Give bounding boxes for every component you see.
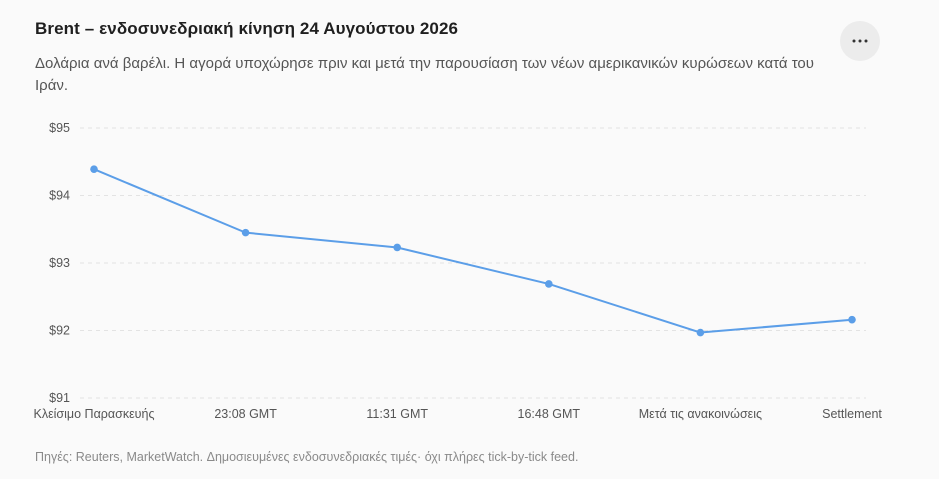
x-tick-label: 16:48 GMT xyxy=(518,407,581,421)
chart-title: Brent – ενδοσυνεδριακή κίνηση 24 Αυγούστ… xyxy=(35,19,459,38)
data-point[interactable] xyxy=(545,280,553,288)
series xyxy=(90,165,856,337)
x-tick-label: Settlement xyxy=(822,407,882,421)
series-line xyxy=(93,168,853,334)
x-tick-label: 23:08 GMT xyxy=(214,407,277,421)
line-chart: $95 $94 $93 $92 $91 Κλείσιμο Παρασκευής 23:08… xyxy=(34,121,883,421)
grid-lines xyxy=(80,127,866,399)
data-point[interactable] xyxy=(90,165,98,173)
x-tick-label: 11:31 GMT xyxy=(366,407,428,421)
y-tick-label: $94 xyxy=(49,189,70,203)
y-tick-label: $92 xyxy=(49,324,70,338)
x-axis: Κλείσιμο Παρασκευής 23:08 GMT 11:31 GMT 16:… xyxy=(34,407,883,421)
chart-subtitle: Δολάρια ανά βαρέλι. Η αγορά υποχώρησε πρ… xyxy=(35,55,814,94)
data-point[interactable] xyxy=(393,243,402,252)
more-options-button[interactable] xyxy=(840,21,880,61)
y-axis: $95 $94 $93 $92 $91 xyxy=(49,121,70,405)
x-tick-label: Κλείσιμο Παρασκευής xyxy=(34,407,155,421)
data-point[interactable] xyxy=(241,228,250,237)
x-tick-label: Μετά τις ανακοινώσεις xyxy=(639,407,762,421)
data-point[interactable] xyxy=(848,315,856,324)
y-tick-label: $91 xyxy=(49,391,70,405)
data-point[interactable] xyxy=(696,328,705,337)
y-tick-label: $93 xyxy=(49,256,70,270)
source-note: Πηγές: Reuters, MarketWatch. Δημοσιευμέν… xyxy=(35,450,579,464)
y-tick-label: $95 xyxy=(49,121,70,135)
more-horizontal-icon xyxy=(852,39,868,43)
